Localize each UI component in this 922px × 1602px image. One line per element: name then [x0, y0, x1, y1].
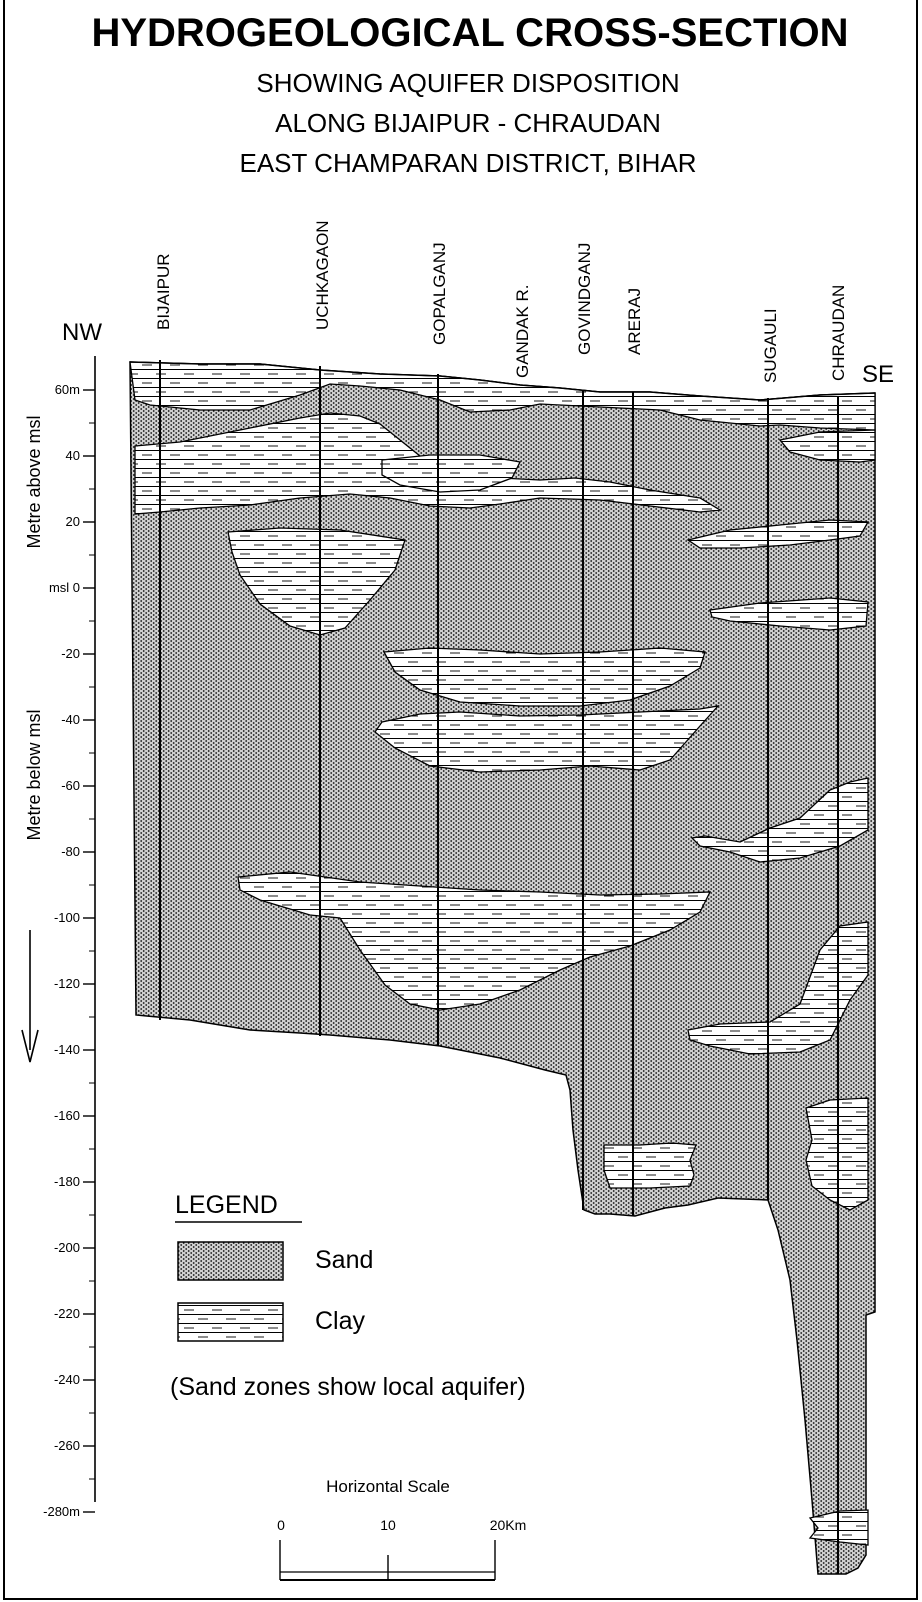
scale-label-10: 10 — [380, 1517, 396, 1533]
clay-lens-lower-large — [237, 871, 712, 1011]
axis-tick-label: -140 — [54, 1042, 80, 1057]
figure-title: HYDROGEOLOGICAL CROSS-SECTION — [91, 11, 848, 55]
axis-tick-label: 40 — [66, 448, 80, 463]
location-label-sugauli: SUGAULI — [761, 308, 780, 383]
axis-tick-label: -240 — [54, 1372, 80, 1387]
scale-label-20km: 20Km — [490, 1517, 527, 1533]
location-label-chraudan: CHRAUDAN — [829, 285, 848, 381]
down-arrow-icon — [21, 1029, 39, 1063]
clay-lens-se-3 — [690, 777, 869, 863]
clay-lens-se-upper — [778, 429, 876, 463]
axis-tick-label: -160 — [54, 1108, 80, 1123]
clay-lens-central-1 — [382, 647, 706, 707]
location-label-gopalganj: GOPALGANJ — [430, 242, 449, 345]
subtitle-line-1: SHOWING AQUIFER DISPOSITION — [256, 68, 679, 98]
clay-lens-se-1 — [686, 519, 870, 549]
clay-lens-gopalganj — [381, 454, 521, 493]
location-label-gandak-river: GANDAK R. — [513, 284, 532, 378]
scale-title: Horizontal Scale — [326, 1477, 450, 1496]
figure-frame — [3, 0, 918, 1600]
axis-tick-label: -40 — [61, 712, 80, 727]
legend-note: (Sand zones show local aquifer) — [170, 1373, 526, 1401]
subtitle-line-3: EAST CHAMPARAN DISTRICT, BIHAR — [240, 148, 697, 178]
ground-surface-line — [129, 361, 876, 401]
legend-label-clay: Clay — [315, 1307, 366, 1335]
axis-tick-label: -120 — [54, 976, 80, 991]
horizontal-scale: Horizontal Scale 0 10 20Km — [277, 1477, 527, 1581]
legend: LEGEND Sand Clay (Sand zones show local … — [170, 1191, 526, 1401]
axis-tick-label: -280m — [43, 1504, 80, 1519]
axis-tick-label: 60m — [55, 382, 80, 397]
axis-tick-label: -220 — [54, 1306, 80, 1321]
location-label-govindganj: GOVINDGANJ — [575, 243, 594, 355]
axis-label-above-msl: Metre above msl — [24, 415, 44, 548]
axis-tick-label: -200 — [54, 1240, 80, 1255]
axis-tick-label: -100 — [54, 910, 80, 925]
clay-lens-uchkagaon — [227, 527, 406, 636]
clay-lens-se-2 — [709, 597, 869, 631]
legend-swatch-sand — [177, 1241, 284, 1281]
direction-se: SE — [862, 361, 894, 388]
clay-lens-areraj-deep — [603, 1142, 697, 1189]
location-label-bijaipur: BIJAIPUR — [154, 253, 173, 330]
axis-tick-label: -260 — [54, 1438, 80, 1453]
scale-label-0: 0 — [277, 1517, 285, 1533]
axis-tick-label: -60 — [61, 778, 80, 793]
vertical-axis: 60m 40 20 msl 0 -20 -40 -60 -80 -100 -120 -140 -160… — [21, 356, 96, 1519]
axis-tick-label: -80 — [61, 844, 80, 859]
axis-label-below-msl: Metre below msl — [24, 709, 44, 840]
clay-lens-se-4 — [687, 921, 869, 1055]
axis-tick-label: 20 — [66, 514, 80, 529]
legend-swatch-clay — [177, 1302, 284, 1342]
axis-tick-label: -180 — [54, 1174, 80, 1189]
axis-tick-group: 60m 40 20 msl 0 -20 -40 -60 -80 -100 -120 -140 -160… — [43, 382, 95, 1519]
direction-nw: NW — [62, 319, 102, 346]
legend-title: LEGEND — [175, 1191, 278, 1219]
location-label-areraj: ARERAJ — [625, 288, 644, 355]
location-label-uchkagaon: UCHKAGAON — [313, 220, 332, 330]
subtitle-line-2: ALONG BIJAIPUR - CHRAUDAN — [275, 108, 661, 138]
legend-label-sand: Sand — [315, 1246, 373, 1274]
axis-tick-label: -20 — [61, 646, 80, 661]
axis-tick-label: msl 0 — [49, 580, 80, 595]
